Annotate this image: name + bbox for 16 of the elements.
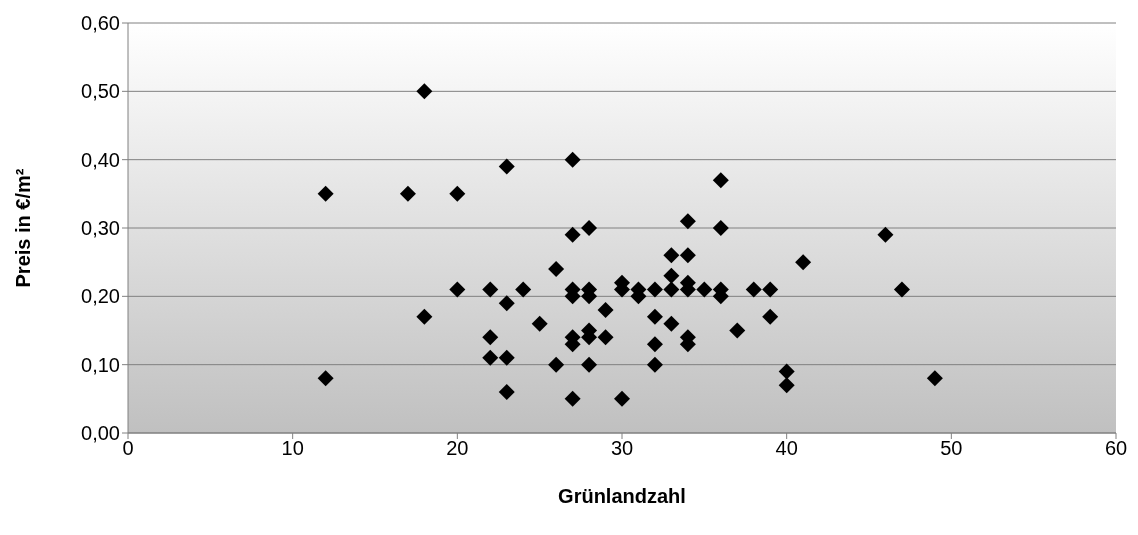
y-tick-label: 0,50 <box>81 80 120 103</box>
x-tick-label: 30 <box>610 437 634 460</box>
x-tick-label: 60 <box>1104 437 1128 460</box>
y-tick-label: 0,40 <box>81 148 120 171</box>
y-tick-label: 0,60 <box>81 12 120 35</box>
x-tick-label: 0 <box>122 437 134 460</box>
y-tick-label: 0,00 <box>81 422 120 445</box>
x-tick-label: 50 <box>940 437 963 460</box>
x-tick-label: 40 <box>775 437 798 460</box>
y-tick-label: 0,30 <box>81 217 120 240</box>
y-tick-label: 0,10 <box>81 353 120 376</box>
y-axis-title: Preis in €/m² <box>12 168 35 288</box>
y-tick-label: 0,20 <box>81 285 120 308</box>
x-tick-label: 20 <box>446 437 469 460</box>
x-axis-title: Grünlandzahl <box>558 485 686 507</box>
x-tick-label: 10 <box>281 437 304 460</box>
